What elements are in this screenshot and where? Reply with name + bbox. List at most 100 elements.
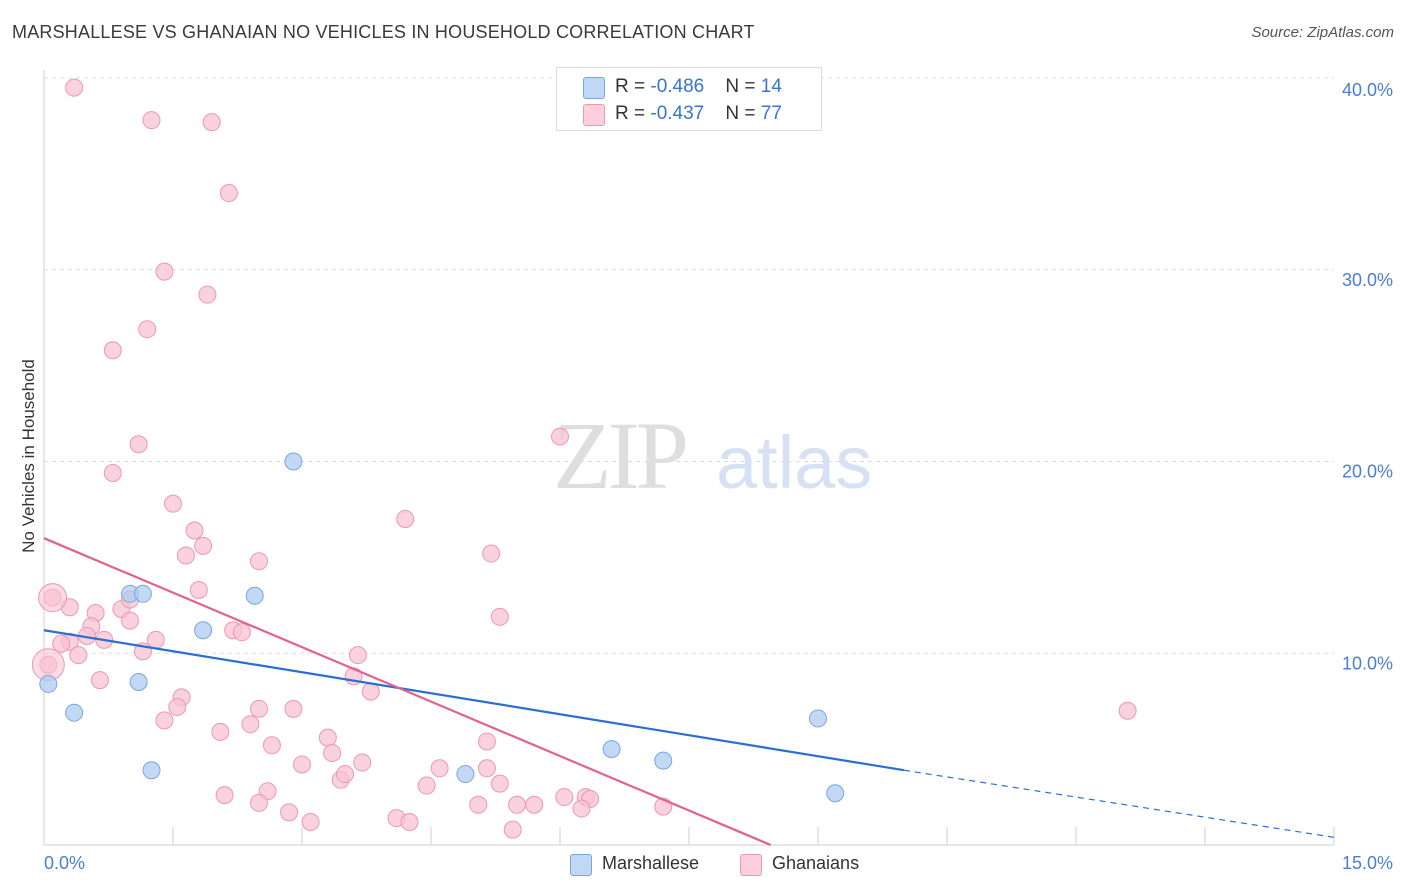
ghanaian-point (400, 812, 419, 831)
x-tick-label-max: 15.0% (1342, 853, 1393, 873)
ghanaian-point (194, 536, 213, 555)
ghanaian-point (129, 435, 148, 454)
ghanaian-points (31, 78, 1137, 839)
ghanaian-point (336, 765, 354, 784)
legend-r-label: R = (615, 103, 651, 124)
ghanaian-point (69, 646, 88, 665)
ghanaian-point (232, 623, 251, 642)
ghanaian-point (318, 728, 337, 747)
legend-r-value: -0.437 (650, 103, 705, 124)
ghanaian-point (417, 776, 436, 795)
y-tick-label: 20.0% (1342, 462, 1393, 482)
ghanaian-point (551, 427, 569, 446)
ghanaian-point (241, 715, 260, 734)
ghanaian-point (396, 510, 415, 529)
marshallese-swatch (583, 77, 605, 99)
ghanaian-point (52, 634, 71, 653)
marshallese-point (39, 674, 58, 693)
y-tick-labels: 10.0% 20.0% 30.0% 40.0% (1342, 80, 1393, 673)
y-tick-label: 40.0% (1342, 80, 1393, 100)
legend-r-value: -0.486 (650, 76, 705, 97)
ghanaian-point (490, 774, 509, 793)
ghanaian-point (65, 78, 84, 97)
marshallese-legend-label: Marshallese (602, 853, 700, 873)
ghanaian-point (176, 546, 195, 565)
ghanaian-legend-swatch (740, 854, 762, 876)
ghanaian-point (555, 788, 574, 807)
ghanaian-point (477, 732, 496, 751)
ghanaian-point (189, 580, 208, 599)
ghanaian-point (250, 699, 268, 718)
correlation-legend: R = -0.486 N = 14 R = -0.437 N = 77 (556, 67, 822, 131)
marshallese-point (245, 586, 264, 605)
legend-n-label: N = (725, 76, 761, 97)
ghanaian-point (348, 646, 367, 665)
source-label: Source: ZipAtlas.com (1251, 24, 1394, 41)
marshallese-point (809, 709, 827, 728)
ghanaian-point (508, 795, 526, 814)
ghanaian-point (490, 607, 509, 626)
marshallese-point (654, 751, 673, 770)
y-tick-label: 30.0% (1342, 270, 1393, 290)
ghanaian-point (211, 722, 230, 741)
ghanaian-point (202, 113, 221, 132)
ghanaian-point (142, 111, 161, 130)
ghanaian-point-cluster (38, 583, 68, 613)
ghanaian-point (168, 697, 187, 716)
legend-n-value: 14 (760, 76, 782, 97)
ghanaian-point (280, 803, 299, 822)
ghanaian-point (353, 753, 372, 772)
ghanaian-point (219, 184, 238, 203)
ghanaian-point (90, 671, 109, 690)
ghanaian-point (103, 341, 122, 360)
marshallese-point (142, 761, 161, 780)
ghanaian-point (121, 611, 139, 630)
ghanaian-point (164, 494, 182, 513)
watermark-zip: ZIP (553, 402, 686, 509)
marshallese-point (602, 740, 621, 759)
ghanaian-point (185, 521, 204, 540)
ghanaian-point (262, 736, 281, 755)
legend-n-label: N = (725, 103, 761, 124)
ghanaian-point (525, 795, 544, 814)
gridlines (44, 77, 1334, 654)
marshallese-trend-line (43, 629, 905, 772)
ghanaian-point (301, 812, 320, 831)
watermark: ZIP atlas (553, 402, 872, 509)
legend-r-label: R = (615, 76, 651, 97)
y-tick-label: 10.0% (1342, 653, 1393, 673)
chart-title: MARSHALLESE VS GHANAIAN NO VEHICLES IN H… (12, 22, 755, 42)
marshallese-legend-swatch (570, 854, 592, 876)
ghanaian-point (477, 759, 496, 778)
marshallese-point (129, 673, 148, 692)
marshallese-point (456, 765, 475, 784)
ghanaian-point (138, 320, 157, 339)
ghanaian-point (430, 759, 449, 778)
marshallese-trend-extension (903, 769, 1335, 838)
ghanaian-point (215, 786, 234, 805)
ghanaian-point (155, 262, 174, 281)
ghanaian-point (482, 544, 501, 563)
ghanaian-point (250, 552, 268, 571)
marshallese-point (194, 621, 213, 640)
ghanaian-legend-label: Ghanaians (772, 853, 860, 873)
ghanaian-trend-line (43, 537, 772, 847)
ghanaian-point (572, 799, 591, 818)
ghanaian-point (250, 793, 268, 812)
ghanaian-point (155, 711, 174, 730)
marshallese-point (826, 784, 845, 803)
trend-lines (43, 537, 1335, 847)
legend-n-value: 77 (760, 103, 782, 124)
marshallese-points (39, 452, 845, 803)
watermark-atlas: atlas (716, 421, 872, 504)
ghanaian-point (361, 682, 380, 701)
ghanaian-point (503, 820, 522, 839)
marshallese-point (284, 452, 303, 471)
x-axis-ticks (43, 827, 1335, 845)
ghanaian-swatch (583, 104, 605, 126)
ghanaian-point (469, 795, 488, 814)
marshallese-point (133, 584, 152, 603)
ghanaian-point (293, 755, 311, 774)
ghanaian-point (198, 285, 217, 304)
